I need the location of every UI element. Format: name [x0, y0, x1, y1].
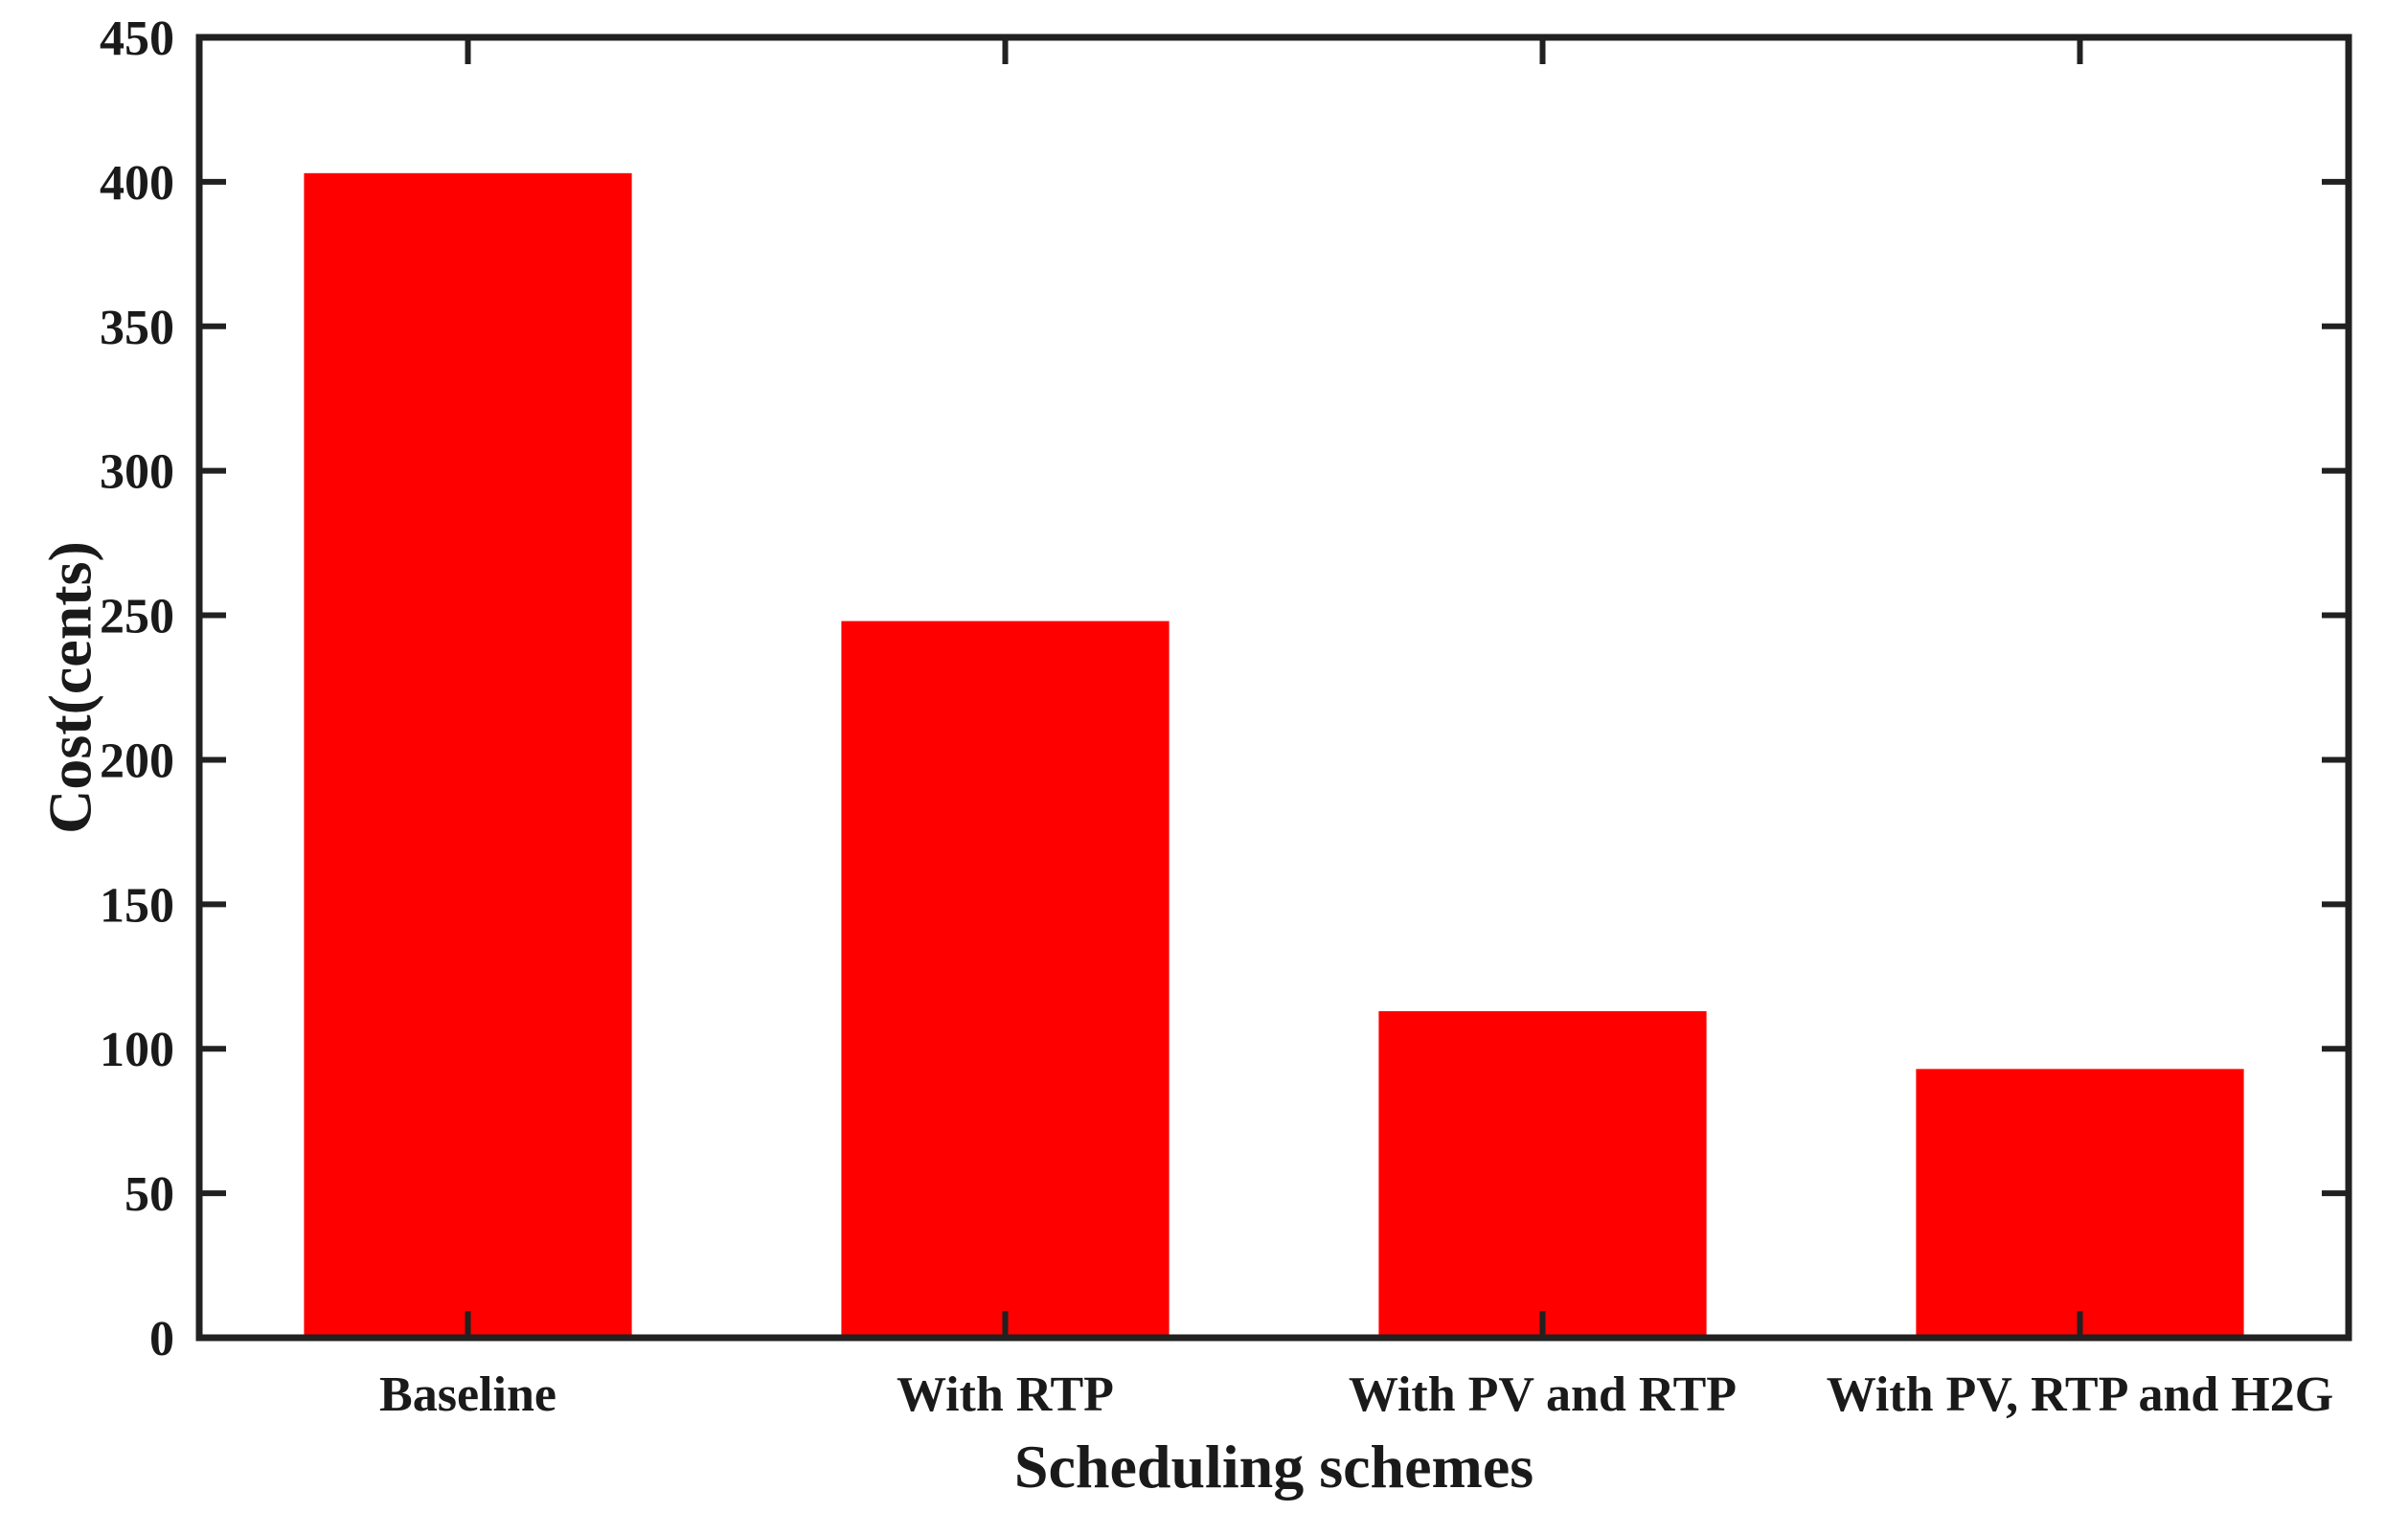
bar	[1916, 1069, 2244, 1338]
bars-group	[304, 172, 2244, 1338]
tick-labels-group: 0 50 100 150 200 250 300 350 400 450 Baseline With …	[100, 11, 2333, 1422]
x-tick-label: Baseline	[379, 1367, 557, 1422]
x-axis-label: Scheduling schemes	[1014, 1433, 1533, 1501]
y-tick-label: 450	[100, 11, 174, 66]
y-tick-label: 350	[100, 301, 174, 355]
y-tick-label: 100	[100, 1023, 174, 1077]
y-tick-label: 250	[100, 590, 174, 644]
y-tick-label: 400	[100, 156, 174, 211]
ticks-group	[199, 34, 2349, 1341]
axes-group	[195, 34, 2352, 1342]
x-tick-label: With RTP	[897, 1367, 1114, 1422]
bar	[841, 621, 1170, 1338]
bar	[304, 172, 632, 1338]
y-tick-label: 200	[100, 734, 174, 788]
plot-border	[195, 34, 2352, 1342]
x-tick-label: With PV, RTP and H2G	[1827, 1367, 2333, 1422]
y-tick-label: 300	[100, 445, 174, 500]
y-tick-label: 150	[100, 878, 174, 933]
y-axis-label: Cost(cents)	[35, 541, 103, 834]
y-tick-label: 0	[149, 1312, 174, 1366]
x-tick-label: With PV and RTP	[1349, 1367, 1737, 1422]
y-tick-label: 50	[125, 1167, 174, 1222]
bar	[1378, 1010, 1707, 1338]
